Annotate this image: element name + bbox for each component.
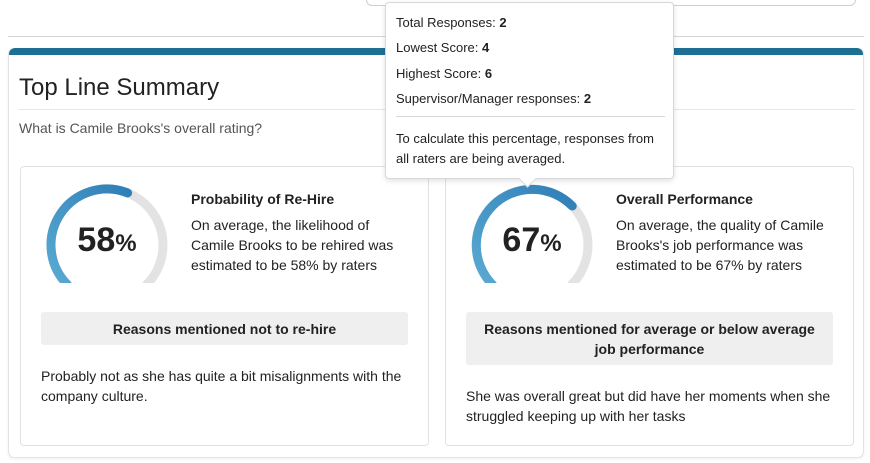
top-line-summary-panel: Top Line Summary What is Camile Brooks's…: [8, 48, 864, 458]
tooltip-value: 6: [484, 66, 493, 81]
rehire-reason-text: Probably not as she has quite a bit misa…: [41, 368, 402, 404]
percent-sign: %: [115, 230, 137, 257]
score-tooltip: Total Responses: 2 Lowest Score: 4 Highe…: [385, 2, 674, 179]
tooltip-value: 4: [482, 40, 490, 55]
tooltip-highest-score: Highest Score: 6: [396, 66, 492, 81]
tooltip-label: Highest Score:: [396, 66, 482, 81]
performance-gauge[interactable]: 67%: [470, 183, 594, 283]
performance-value: 67: [502, 221, 541, 259]
performance-reason-text: She was overall great but did have her m…: [466, 388, 831, 424]
rehire-gauge[interactable]: 58%: [45, 183, 169, 283]
tooltip-lowest-score: Lowest Score: 4: [396, 40, 489, 55]
tooltip-divider: [396, 116, 665, 117]
performance-percentage: 67%: [470, 221, 594, 260]
performance-card: 67% Overall Performance On average, the …: [445, 166, 854, 446]
rehire-reasons-heading: Reasons mentioned not to re-hire: [41, 312, 408, 345]
performance-reasons-heading: Reasons mentioned for average or below a…: [466, 312, 833, 365]
performance-description: On average, the quality of Camile Brooks…: [616, 217, 824, 273]
tooltip-value: 2: [583, 91, 592, 106]
rehire-card: 58% Probability of Re-Hire On average, t…: [20, 166, 429, 446]
tooltip-label: Total Responses:: [396, 15, 496, 30]
tooltip-value: 2: [499, 15, 507, 30]
rehire-percentage: 58%: [45, 221, 169, 260]
rehire-description: On average, the likelihood of Camile Bro…: [191, 217, 394, 273]
gauge-fill: [471, 184, 577, 283]
panel-title: Top Line Summary: [19, 74, 220, 101]
rating-question: What is Camile Brooks's overall rating?: [19, 120, 263, 136]
rehire-value: 58: [77, 221, 116, 259]
percent-sign: %: [540, 230, 562, 257]
tooltip-total-responses: Total Responses: 2: [396, 15, 507, 30]
tooltip-label: Supervisor/Manager responses:: [396, 91, 581, 106]
tooltip-note: To calculate this percentage, responses …: [396, 131, 654, 166]
tooltip-supervisor-responses: Supervisor/Manager responses: 2: [396, 91, 591, 106]
rehire-heading: Probability of Re-Hire: [191, 191, 335, 207]
performance-gauge-svg: [471, 184, 593, 283]
tooltip-label: Lowest Score:: [396, 40, 479, 55]
rehire-gauge-svg: [46, 184, 168, 283]
gauge-fill: [46, 184, 133, 283]
performance-heading: Overall Performance: [616, 191, 753, 207]
